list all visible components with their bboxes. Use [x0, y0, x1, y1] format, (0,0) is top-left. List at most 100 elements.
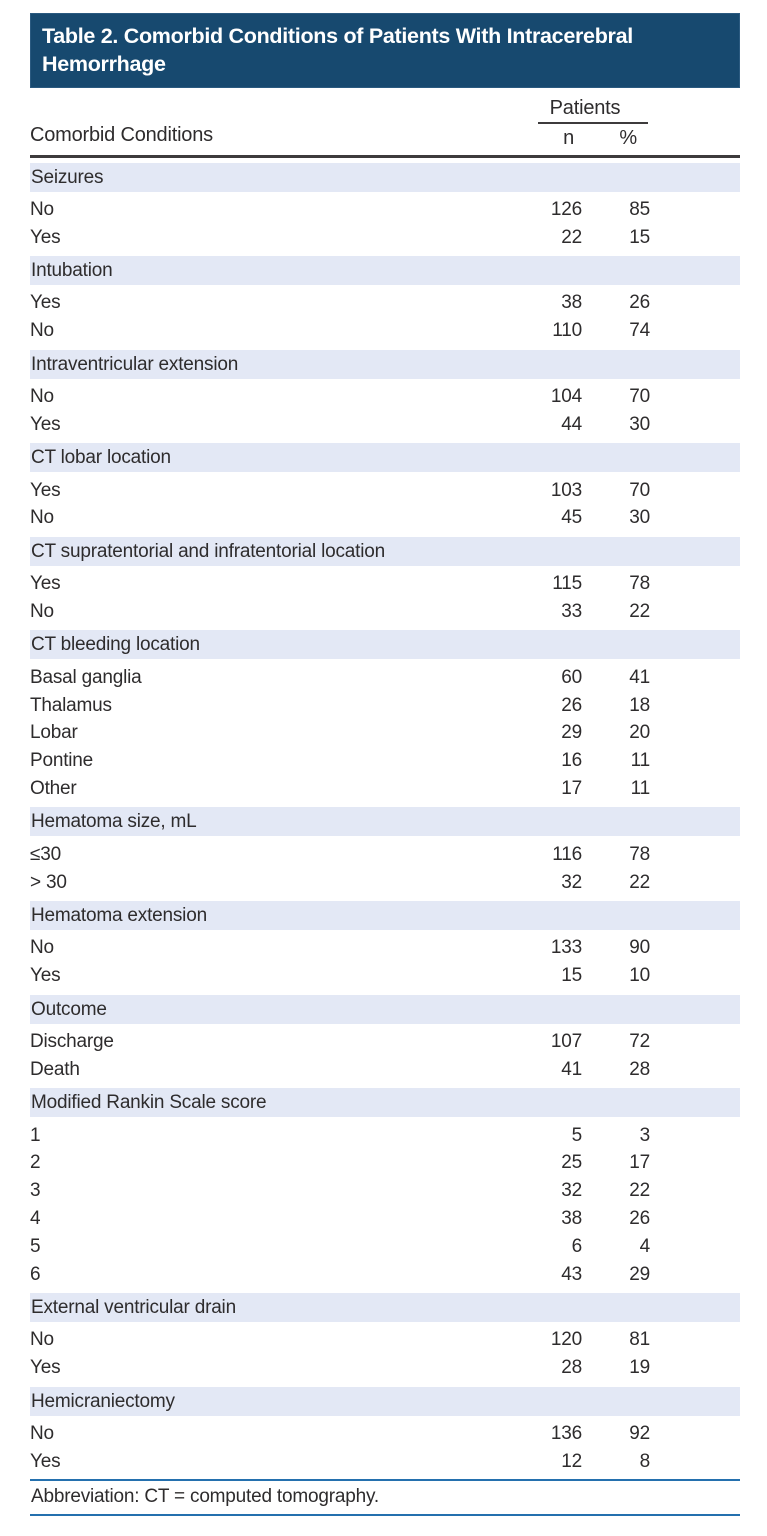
table-row: > 30 32 22 [30, 869, 740, 897]
row-label: Yes [30, 226, 61, 248]
cell-percent: 4 [639, 1235, 651, 1257]
row-label: Lobar [30, 722, 78, 744]
cell-percent: 72 [629, 1031, 650, 1053]
patients-column-group: Patients n % [520, 97, 650, 150]
row-header-label: Comorbid Conditions [30, 124, 213, 146]
cell-n: 116 [552, 843, 582, 865]
cell-percent: 78 [629, 843, 650, 865]
section-header: CT supratentorial and infratentorial loc… [30, 536, 740, 566]
cell-n: 28 [561, 1357, 582, 1379]
row-label: 2 [30, 1152, 41, 1174]
cell-percent: 17 [629, 1152, 650, 1174]
table-row: Yes 103 70 [30, 477, 740, 505]
cell-n: 32 [561, 1180, 582, 1202]
section-header: CT lobar location [30, 443, 740, 473]
cell-n: 133 [550, 937, 582, 959]
cell-n: 29 [561, 722, 582, 744]
table-row: Yes 12 8 [30, 1448, 740, 1476]
table-row: Pontine 16 11 [30, 747, 740, 775]
cell-n: 33 [561, 601, 582, 623]
row-label: Yes [30, 292, 61, 314]
cell-percent: 26 [629, 292, 650, 314]
cell-percent: 78 [629, 573, 650, 595]
table-title-line-1: Table 2. Comorbid Conditions of Patients… [42, 24, 633, 48]
section-header: CT bleeding location [30, 630, 740, 660]
row-label: Yes [30, 1450, 61, 1472]
table-row: Yes 15 10 [30, 962, 740, 990]
cell-n: 43 [561, 1263, 582, 1285]
cell-percent: 30 [629, 413, 650, 435]
cell-percent: 70 [629, 386, 650, 408]
row-label: No [30, 320, 54, 342]
cell-percent: 28 [629, 1058, 650, 1080]
table-row: No 33 22 [30, 598, 740, 626]
table-row: 1 5 3 [30, 1122, 740, 1150]
header-bottom-rule [30, 155, 740, 158]
cell-percent: 15 [629, 226, 650, 248]
col-header-percent: % [619, 127, 637, 149]
cell-percent: 19 [629, 1357, 650, 1379]
cell-n: 5 [571, 1124, 583, 1146]
section-header: Hemicraniectomy [30, 1386, 740, 1416]
footnote-bottom-rule [30, 1513, 740, 1516]
cell-percent: 29 [629, 1263, 650, 1285]
cell-n: 12 [561, 1450, 582, 1472]
cell-percent: 92 [629, 1423, 650, 1444]
row-label: 3 [30, 1180, 41, 1202]
cell-n: 103 [550, 479, 582, 501]
cell-n: 115 [552, 573, 582, 595]
cell-percent: 22 [629, 601, 650, 623]
table-row: Death 41 28 [30, 1056, 740, 1084]
cell-percent: 20 [629, 722, 650, 744]
sub-column-headers: n % [520, 127, 650, 150]
table-section: CT supratentorial and infratentorial loc… [30, 536, 740, 626]
row-label: 1 [30, 1124, 41, 1146]
footnote-text: Abbreviation: CT = computed tomography. [31, 1485, 379, 1507]
cell-percent: 26 [629, 1208, 650, 1230]
table-row: No 133 90 [30, 935, 740, 963]
table-section: External ventricular drain No 120 81 Yes 28 19 [30, 1293, 740, 1382]
cell-n: 120 [550, 1329, 582, 1351]
table-row: No 126 85 [30, 196, 740, 224]
cell-n: 38 [561, 1208, 582, 1230]
table-section: Intubation Yes 38 26 No 110 74 [30, 256, 740, 345]
cell-n: 44 [561, 413, 582, 435]
table-row: No 104 70 [30, 383, 740, 411]
cell-n: 6 [571, 1235, 583, 1257]
table-section: CT lobar location Yes 103 70 No 45 30 [30, 443, 740, 532]
table-row: 3 32 22 [30, 1177, 740, 1205]
row-label: Discharge [30, 1031, 114, 1053]
table-footer: Abbreviation: CT = computed tomography. [30, 1478, 740, 1516]
cell-percent: 22 [629, 871, 650, 893]
cell-n: 26 [561, 694, 582, 716]
row-label: ≤30 [30, 843, 61, 865]
table-row: No 45 30 [30, 505, 740, 533]
row-label: No [30, 386, 54, 408]
row-label: 4 [30, 1208, 41, 1230]
cell-n: 107 [550, 1031, 582, 1053]
row-label: 5 [30, 1235, 41, 1257]
row-label: No [30, 937, 54, 959]
row-label: Yes [30, 479, 61, 501]
row-label: No [30, 1423, 54, 1444]
cell-percent: 70 [629, 479, 650, 501]
cell-percent: 74 [629, 320, 650, 342]
cell-percent: 8 [639, 1450, 651, 1472]
table-row: 6 43 29 [30, 1261, 740, 1289]
table-row: Yes 22 15 [30, 224, 740, 252]
cell-n: 45 [561, 507, 582, 529]
cell-n: 41 [561, 1058, 582, 1080]
cell-n: 110 [552, 320, 582, 342]
table-section: Intraventricular extension No 104 70 Yes 44 30 [30, 349, 740, 439]
section-header: External ventricular drain [30, 1293, 740, 1323]
row-label: Death [30, 1058, 80, 1080]
cell-n: 104 [550, 386, 582, 408]
cell-n: 22 [561, 226, 582, 248]
table-row: Discharge 107 72 [30, 1028, 740, 1056]
row-label: No [30, 507, 54, 529]
cell-n: 25 [561, 1152, 582, 1174]
row-label: Yes [30, 573, 61, 595]
table-row: Yes 28 19 [30, 1354, 740, 1382]
table-row: Yes 115 78 [30, 570, 740, 598]
